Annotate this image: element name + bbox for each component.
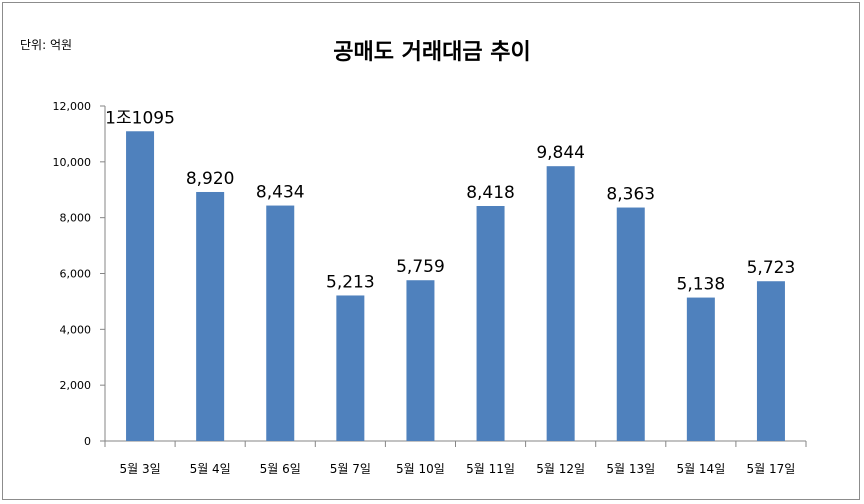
bar <box>266 205 295 441</box>
category-label: 5월 13일 <box>606 462 655 476</box>
category-label: 5월 7일 <box>330 462 371 476</box>
data-label: 5,723 <box>747 258 796 278</box>
bar <box>616 207 645 441</box>
data-label: 8,363 <box>606 185 655 205</box>
data-label: 8,418 <box>466 183 515 203</box>
data-label: 1조1095 <box>105 108 175 128</box>
data-label: 5,138 <box>677 275 726 295</box>
bar <box>196 191 225 441</box>
bar <box>126 131 155 441</box>
category-label: 5월 14일 <box>676 462 725 476</box>
data-label: 5,759 <box>396 257 445 277</box>
category-label: 5월 10일 <box>396 462 445 476</box>
y-tick-label: 12,000 <box>53 100 92 113</box>
unit-label: 단위: 억원 <box>20 38 73 52</box>
category-label: 5월 11일 <box>466 462 515 476</box>
bar <box>686 297 715 441</box>
bar <box>336 295 365 441</box>
category-label: 5월 12일 <box>536 462 585 476</box>
y-tick-label: 6,000 <box>60 268 92 281</box>
category-label: 5월 6일 <box>260 462 301 476</box>
chart-title: 공매도 거래대금 추이 <box>333 40 531 65</box>
category-label: 5월 3일 <box>119 462 160 476</box>
category-label: 5월 4일 <box>190 462 231 476</box>
y-tick-label: 10,000 <box>53 156 92 169</box>
data-label: 8,434 <box>256 183 305 203</box>
y-tick-label: 2,000 <box>60 379 92 392</box>
bar <box>406 280 435 441</box>
bar <box>476 205 505 441</box>
y-tick-label: 4,000 <box>60 323 92 336</box>
y-tick-label: 8,000 <box>60 212 92 225</box>
data-label: 8,920 <box>186 169 235 189</box>
bar <box>756 281 785 441</box>
data-label: 9,844 <box>536 143 585 163</box>
bar <box>546 166 575 441</box>
category-label: 5월 17일 <box>747 462 796 476</box>
y-tick-label: 0 <box>84 435 91 448</box>
data-label: 5,213 <box>326 272 375 292</box>
